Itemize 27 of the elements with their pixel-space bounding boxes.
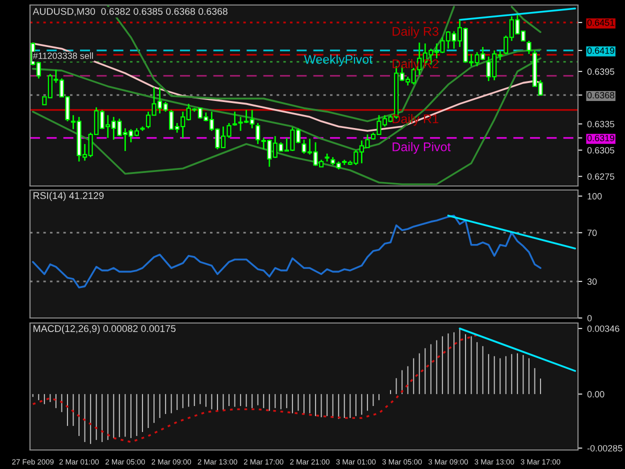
y-tick-label: 0.6451 [587, 19, 614, 26]
line-series [32, 42, 542, 132]
annotation: #11203338 sell [32, 52, 93, 60]
candlestick [526, 40, 532, 55]
ref-line-label: WeeklyPivot [304, 54, 372, 66]
y-tick-label: 100 [588, 193, 602, 200]
y-tick-label: 0.6419 [587, 47, 614, 54]
y-tick-label: 0.6395 [587, 68, 614, 75]
y-tick-label: 0.6335 [587, 120, 614, 128]
chart-title: RSI(14) 41.2129 [34, 192, 104, 201]
y-tick-label: 0.00346 [587, 325, 620, 332]
y-tick-label: 0.6275 [587, 173, 614, 180]
chart-title: MACD(12,26,9) 0.00082 0.00175 [34, 324, 176, 334]
y-tick-label: -0.00285 [587, 445, 622, 452]
y-tick-label: 0.6368 [587, 92, 614, 98]
line-series [32, 214, 542, 288]
line-series [32, 334, 478, 443]
ref-line-label: Daily R3 [392, 26, 438, 38]
y-tick-label: 0.00 [587, 391, 604, 398]
y-tick-label: 70 [587, 230, 597, 236]
ref-line-label: Daily Pivot [392, 142, 451, 154]
y-tick-label: 0.6319 [587, 134, 614, 142]
candlestick [256, 122, 260, 145]
y-tick-label: 0.6305 [587, 147, 614, 154]
y-tick-label: 30 [587, 278, 597, 285]
chart-title: AUDUSD,M30 0.6382 0.6385 0.6368 0.6368 [32, 8, 228, 16]
y-tick-label: 0 [587, 314, 592, 322]
